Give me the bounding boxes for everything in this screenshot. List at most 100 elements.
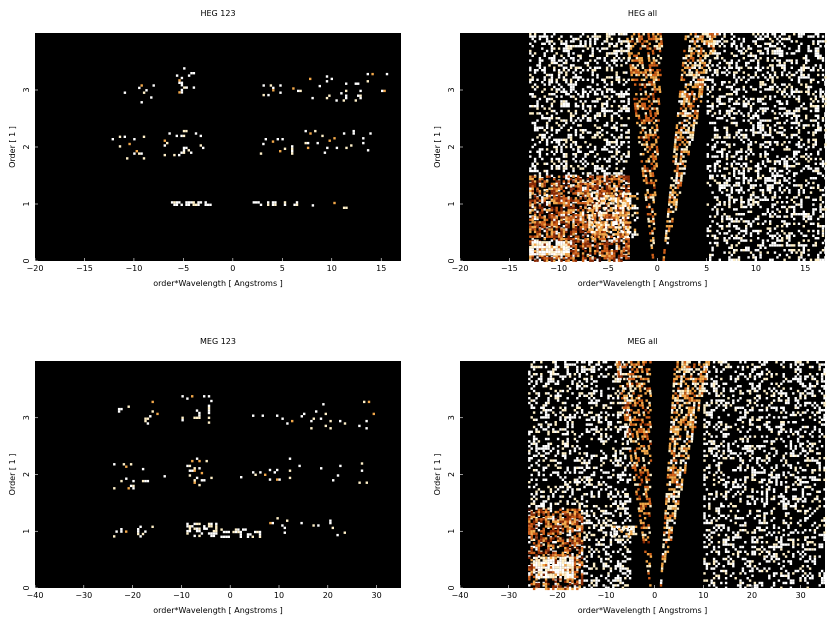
count-pixel (757, 167, 760, 170)
count-pixel (550, 245, 554, 249)
count-pixel (778, 47, 781, 50)
count-pixel (752, 114, 755, 117)
count-pixel (614, 228, 617, 231)
count-pixel (574, 155, 578, 158)
count-pixel (691, 37, 694, 41)
count-pixel (759, 145, 762, 149)
count-pixel (550, 105, 554, 108)
count-pixel (560, 126, 563, 129)
count-pixel (541, 117, 544, 120)
count-pixel (565, 100, 568, 103)
count-pixel (173, 201, 176, 204)
count-pixel (533, 35, 537, 38)
count-pixel (712, 47, 715, 50)
count-pixel (713, 167, 717, 170)
count-pixel (752, 54, 755, 57)
count-pixel (809, 105, 813, 108)
count-pixel (754, 229, 757, 233)
count-pixel (824, 258, 827, 261)
count-pixel (725, 136, 729, 139)
count-pixel (548, 42, 551, 45)
count-pixel (617, 199, 620, 203)
count-pixel (629, 66, 633, 69)
count-pixel (569, 95, 573, 98)
count-pixel (805, 66, 808, 69)
count-pixel (591, 185, 594, 188)
count-pixel (555, 211, 558, 214)
count-pixel (550, 223, 554, 226)
count-pixel (788, 244, 791, 247)
count-pixel (781, 93, 784, 96)
count-pixel (773, 49, 777, 53)
count-pixel (699, 78, 702, 81)
count-pixel (613, 249, 616, 253)
count-pixel (591, 100, 594, 103)
count-pixel (567, 218, 570, 222)
count-pixel (562, 201, 566, 205)
count-pixel (562, 245, 566, 249)
count-pixel (615, 45, 618, 48)
count-pixel (800, 105, 803, 108)
count-pixel (643, 121, 646, 125)
count-pixel (562, 230, 566, 234)
count-pixel (793, 95, 796, 98)
count-pixel (541, 81, 544, 84)
count-pixel (819, 172, 822, 175)
count-pixel (749, 107, 753, 110)
count-pixel (764, 42, 767, 45)
count-pixel (140, 101, 143, 104)
count-pixel (150, 96, 153, 99)
count-pixel (557, 237, 561, 241)
count-pixel (766, 88, 769, 91)
count-pixel (652, 157, 655, 161)
count-pixel (567, 54, 570, 57)
count-pixel (735, 47, 738, 50)
count-pixel (596, 213, 599, 217)
count-pixel (745, 205, 748, 209)
count-pixel (695, 76, 698, 79)
count-pixel (725, 133, 729, 137)
count-pixel (706, 153, 709, 156)
count-pixel (572, 175, 575, 178)
count-pixel (802, 76, 805, 79)
count-pixel (569, 203, 573, 206)
count-pixel (620, 194, 623, 198)
count-pixel (560, 248, 563, 251)
count-pixel (805, 215, 808, 218)
count-pixel (761, 107, 765, 110)
count-pixel (781, 107, 784, 110)
count-pixel (615, 150, 618, 153)
count-pixel (567, 257, 570, 260)
count-pixel (742, 191, 745, 194)
count-pixel (601, 90, 604, 93)
count-pixel (620, 239, 623, 242)
count-pixel (586, 119, 590, 122)
count-pixel (617, 78, 621, 81)
count-pixel (776, 244, 779, 247)
count-pixel (730, 52, 733, 55)
count-pixel (538, 97, 542, 101)
count-pixel (733, 121, 736, 125)
count-pixel (674, 157, 678, 161)
count-pixel (591, 181, 594, 185)
count-pixel (821, 213, 825, 216)
count-pixel (699, 76, 703, 79)
count-pixel (569, 239, 573, 242)
count-pixel (541, 221, 544, 224)
count-pixel (649, 114, 653, 117)
count-pixel (565, 240, 568, 243)
count-pixel (745, 150, 748, 153)
count-pixel (648, 83, 651, 86)
count-pixel (648, 42, 651, 45)
count-pixel (785, 201, 789, 204)
count-pixel (795, 196, 798, 199)
count-pixel (757, 244, 760, 247)
y-axis-label: Order [ 1 ] (8, 126, 17, 168)
count-pixel (581, 201, 585, 205)
count-pixel (531, 45, 534, 48)
count-pixel (622, 254, 626, 258)
count-pixel (679, 131, 683, 134)
count-pixel (650, 145, 654, 149)
count-pixel (608, 198, 611, 201)
count-pixel (718, 95, 721, 98)
